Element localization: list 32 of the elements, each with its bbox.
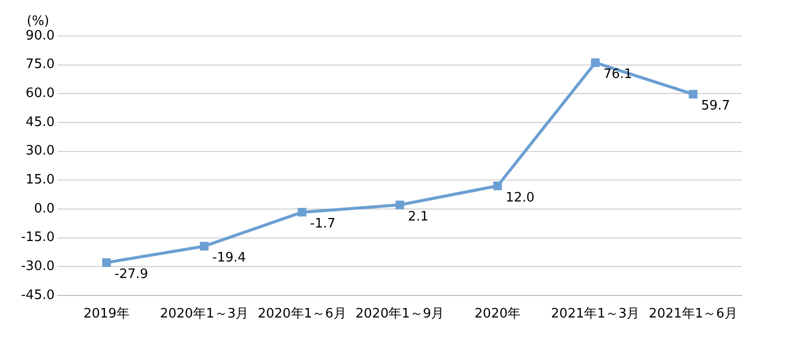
- data-label: 59.7: [701, 98, 730, 114]
- x-tick-label: 2020年1～3月: [160, 306, 249, 322]
- point: [298, 208, 306, 217]
- data-label: 2.1: [408, 209, 429, 224]
- x-tick-label: 2020年1～9月: [356, 306, 444, 322]
- y-tick-label: -30.0: [20, 258, 55, 274]
- y-tick-label: 45.0: [26, 114, 55, 130]
- y-axis-title: (%): [26, 14, 50, 29]
- y-tick-label: 0.0: [34, 201, 55, 216]
- x-tick-label: 2021年1～3月: [551, 306, 640, 322]
- y-tick-label: 90.0: [26, 28, 55, 44]
- data-label: -1.7: [310, 216, 336, 232]
- data-label: -19.4: [212, 250, 246, 266]
- y-tick-label: 30.0: [26, 144, 55, 159]
- x-tick-label: 2020年: [474, 306, 521, 322]
- y-tick-label: -15.0: [20, 230, 55, 246]
- y-tick-label: 15.0: [26, 172, 55, 188]
- data-label: 76.1: [603, 67, 632, 82]
- y-tick-label: 75.0: [26, 57, 55, 72]
- point: [395, 200, 404, 210]
- data-label: -27.9: [114, 266, 148, 282]
- point: [591, 58, 600, 68]
- y-tick-label: 60.0: [26, 86, 55, 102]
- point: [102, 258, 111, 267]
- data-label: 12.0: [506, 190, 535, 206]
- y-tick-label: -45.0: [20, 288, 55, 303]
- x-tick-label: 2019年: [83, 306, 130, 322]
- point: [688, 90, 698, 99]
- point: [493, 182, 502, 190]
- point: [200, 242, 209, 251]
- x-tick-label: 2020年1～6月: [258, 306, 346, 322]
- x-tick-label: 2021年1～6月: [648, 306, 738, 322]
